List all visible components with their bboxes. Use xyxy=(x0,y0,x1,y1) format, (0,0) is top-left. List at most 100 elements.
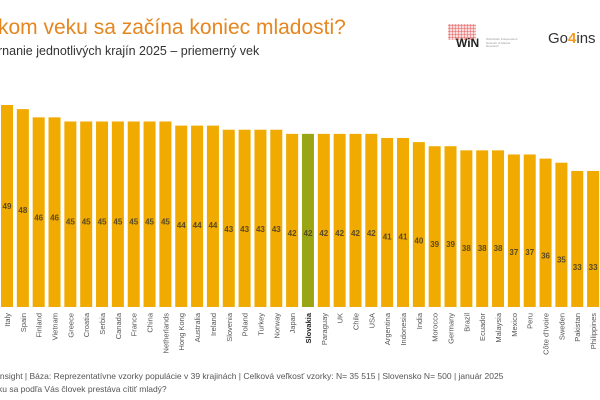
category-label: Croatia xyxy=(82,312,91,337)
bar-croatia xyxy=(80,121,93,307)
category-label: Slovenia xyxy=(225,312,234,342)
data-label: 45 xyxy=(129,217,138,226)
category-label: Slovakia xyxy=(304,312,313,343)
data-label: 43 xyxy=(272,225,281,234)
bar-morocco xyxy=(428,146,441,307)
bar-chart: 49 Italy 48 Spain 46 Finland 46 Vietnam 45 Greece… xyxy=(1,105,600,355)
bar-china xyxy=(143,121,156,307)
bar-usa xyxy=(365,133,378,307)
category-label: Ireland xyxy=(209,313,218,336)
data-label: 38 xyxy=(494,244,503,253)
win-logo-subtext: Worldwide Independent Network of Market … xyxy=(486,37,518,48)
bar-greece xyxy=(64,121,77,307)
bar-australia xyxy=(191,125,204,307)
data-label: 43 xyxy=(256,225,265,234)
data-label: 43 xyxy=(240,225,249,234)
data-label: 45 xyxy=(66,217,75,226)
category-label: UK xyxy=(336,313,345,323)
bar-finland xyxy=(32,117,45,308)
category-label: Poland xyxy=(241,313,250,336)
category-label: Spain xyxy=(19,313,28,332)
category-label: USA xyxy=(367,313,376,328)
category-label: Paraguay xyxy=(320,313,329,345)
data-label: 37 xyxy=(525,248,534,257)
bar-serbia xyxy=(96,121,109,307)
data-label: 37 xyxy=(509,248,518,257)
go4insight-logo: Go4ins xyxy=(548,30,596,47)
data-label: 41 xyxy=(383,233,392,242)
page-title: kom veku sa začína koniec mladosti? xyxy=(0,16,346,39)
category-label: Côte d'Ivoire xyxy=(542,313,551,355)
category-label: Turkey xyxy=(256,313,265,336)
data-label: 42 xyxy=(335,229,344,238)
data-label: 43 xyxy=(224,225,233,234)
bar-mexico xyxy=(507,154,520,307)
bar-vietnam xyxy=(48,117,61,308)
data-label: 45 xyxy=(82,217,91,226)
data-label: 45 xyxy=(113,217,122,226)
bar-argentina xyxy=(381,137,394,307)
bar-spain xyxy=(16,109,29,307)
data-label: 38 xyxy=(478,244,487,253)
data-label: 42 xyxy=(288,229,297,238)
bar-germany xyxy=(444,146,457,307)
data-label: 45 xyxy=(98,217,107,226)
bar-japan xyxy=(286,133,299,307)
bar-indonesia xyxy=(397,137,409,307)
bar-ecuador xyxy=(476,150,489,307)
bar-hong-kong xyxy=(175,125,188,307)
data-label: 44 xyxy=(193,221,202,230)
category-label: Norway xyxy=(272,313,281,339)
category-label: Philippines xyxy=(589,313,598,350)
data-label: 44 xyxy=(177,221,186,230)
category-label: Peru xyxy=(526,313,535,329)
category-label: Germany xyxy=(447,313,456,344)
bar-netherlands xyxy=(159,121,172,307)
category-label: India xyxy=(415,312,424,329)
category-label: Mexico xyxy=(510,313,519,337)
category-label: Greece xyxy=(66,313,75,338)
bar-uk xyxy=(333,133,346,307)
category-label: Netherlands xyxy=(161,313,170,354)
data-label: 46 xyxy=(50,213,59,222)
bar-paraguay xyxy=(317,133,330,307)
bar-sweden xyxy=(555,162,568,307)
data-label: 33 xyxy=(573,263,582,272)
category-label: Vietnam xyxy=(51,313,60,340)
category-label: Sweden xyxy=(557,313,566,340)
win-logo: WiN Worldwide Independent Network of Mar… xyxy=(448,24,528,50)
data-label: 33 xyxy=(589,263,598,272)
bar-pakistan xyxy=(571,170,584,307)
data-label: 49 xyxy=(3,202,12,211)
bar-canada xyxy=(111,121,124,307)
category-label: Australia xyxy=(193,312,202,342)
bar-malaysia xyxy=(492,150,505,307)
category-label: Finland xyxy=(35,313,44,338)
bar-c-te-d-ivoire xyxy=(539,158,552,307)
world-map-icon xyxy=(448,24,476,40)
data-label: 35 xyxy=(557,256,566,265)
data-label: 48 xyxy=(18,206,27,215)
category-label: Brazil xyxy=(462,313,471,332)
bar-slovenia xyxy=(222,129,235,307)
data-label: 39 xyxy=(430,240,439,249)
data-label: 45 xyxy=(161,217,170,226)
bar-india xyxy=(412,142,425,307)
category-label: Argentina xyxy=(383,312,392,345)
data-label: 44 xyxy=(208,221,217,230)
bar-turkey xyxy=(254,129,267,307)
data-label: 39 xyxy=(446,240,455,249)
data-label: 42 xyxy=(367,229,376,238)
page-subtitle: rnanie jednotlivých krajín 2025 – prieme… xyxy=(0,44,260,58)
data-label: 42 xyxy=(351,229,360,238)
category-label: France xyxy=(130,313,139,336)
bar-poland xyxy=(238,129,251,307)
data-label: 46 xyxy=(34,213,43,222)
category-label: Chile xyxy=(351,313,360,330)
category-label: Morocco xyxy=(431,313,440,342)
category-label: Pakistan xyxy=(573,313,582,342)
category-label: Ecuador xyxy=(478,313,487,341)
data-label: 42 xyxy=(304,229,313,238)
data-label: 40 xyxy=(414,236,423,245)
data-label: 41 xyxy=(399,233,408,242)
